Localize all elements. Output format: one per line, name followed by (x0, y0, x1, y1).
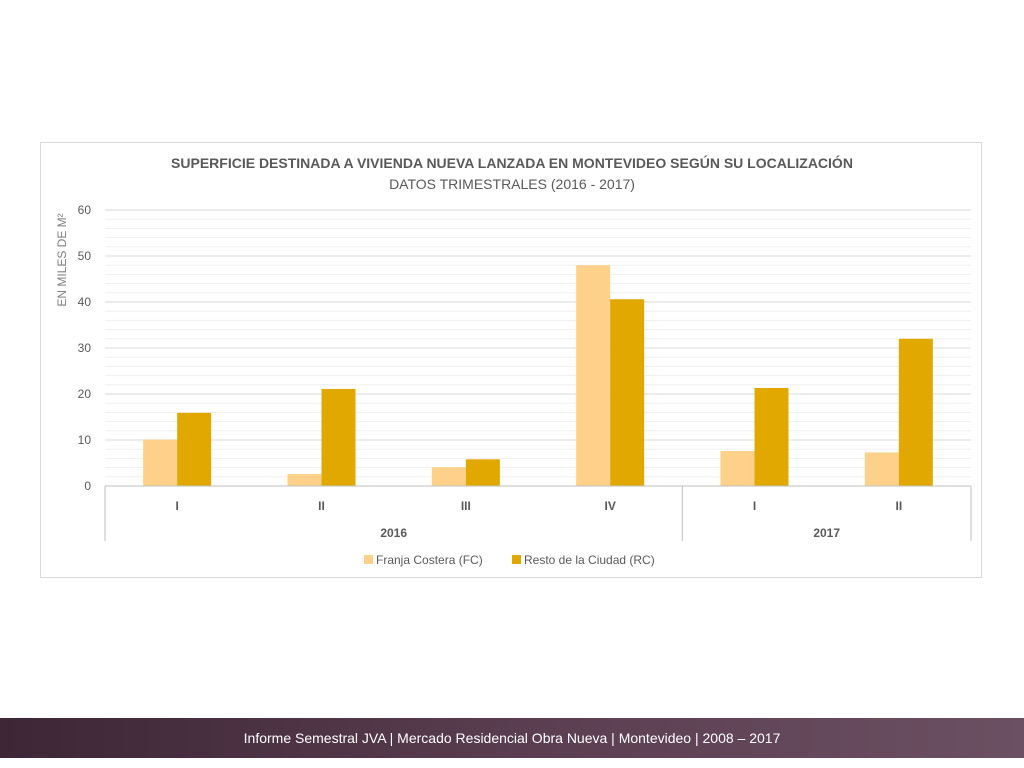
y-tick-label: 60 (78, 203, 92, 217)
legend-label-rc: Resto de la Ciudad (RC) (524, 553, 655, 567)
bar-rc (898, 338, 933, 486)
y-tick-label: 10 (78, 433, 92, 447)
legend: Franja Costera (FC) Resto de la Ciudad (R… (364, 553, 655, 567)
bar-rc (321, 388, 356, 486)
footer-bar: Informe Semestral JVA | Mercado Residenc… (0, 718, 1024, 758)
x-group-label: 2017 (813, 526, 840, 540)
x-tick-label: I (175, 499, 178, 513)
bar-fc (287, 474, 322, 486)
x-tick-label: I (753, 499, 756, 513)
legend-swatch-rc (512, 555, 521, 564)
chart-frame: SUPERFICIE DESTINADA A VIVIENDA NUEVA LA… (40, 142, 982, 578)
bar-rc (754, 388, 789, 486)
bar-rc (610, 299, 645, 486)
legend-label-fc: Franja Costera (FC) (376, 553, 483, 567)
bar-rc (177, 412, 212, 486)
bar-fc (431, 467, 466, 486)
bar-chart: SUPERFICIE DESTINADA A VIVIENDA NUEVA LA… (55, 154, 972, 567)
y-tick-label: 50 (78, 249, 92, 263)
y-tick-label: 0 (84, 479, 91, 493)
bars-layer (143, 265, 933, 486)
bar-fc (143, 439, 178, 486)
x-group-label: 2016 (380, 526, 407, 540)
y-axis-label: EN MILES DE M² (55, 213, 69, 306)
legend-swatch-fc (364, 555, 373, 564)
y-tick-label: 30 (78, 341, 92, 355)
bar-rc (465, 459, 500, 486)
chart-title: SUPERFICIE DESTINADA A VIVIENDA NUEVA LA… (171, 154, 853, 171)
x-tick-label: II (895, 499, 902, 513)
footer-text: Informe Semestral JVA | Mercado Residenc… (243, 730, 781, 746)
y-tick-label: 20 (78, 387, 92, 401)
chart-subtitle: DATOS TRIMESTRALES (2016 - 2017) (389, 176, 635, 192)
bar-fc (720, 451, 755, 486)
bar-fc (864, 452, 899, 486)
grid-layer (105, 209, 971, 487)
x-tick-label: II (318, 499, 325, 513)
bar-fc (576, 265, 611, 486)
x-tick-label: III (461, 499, 471, 513)
x-tick-label: IV (604, 499, 615, 513)
y-tick-label: 40 (78, 295, 92, 309)
